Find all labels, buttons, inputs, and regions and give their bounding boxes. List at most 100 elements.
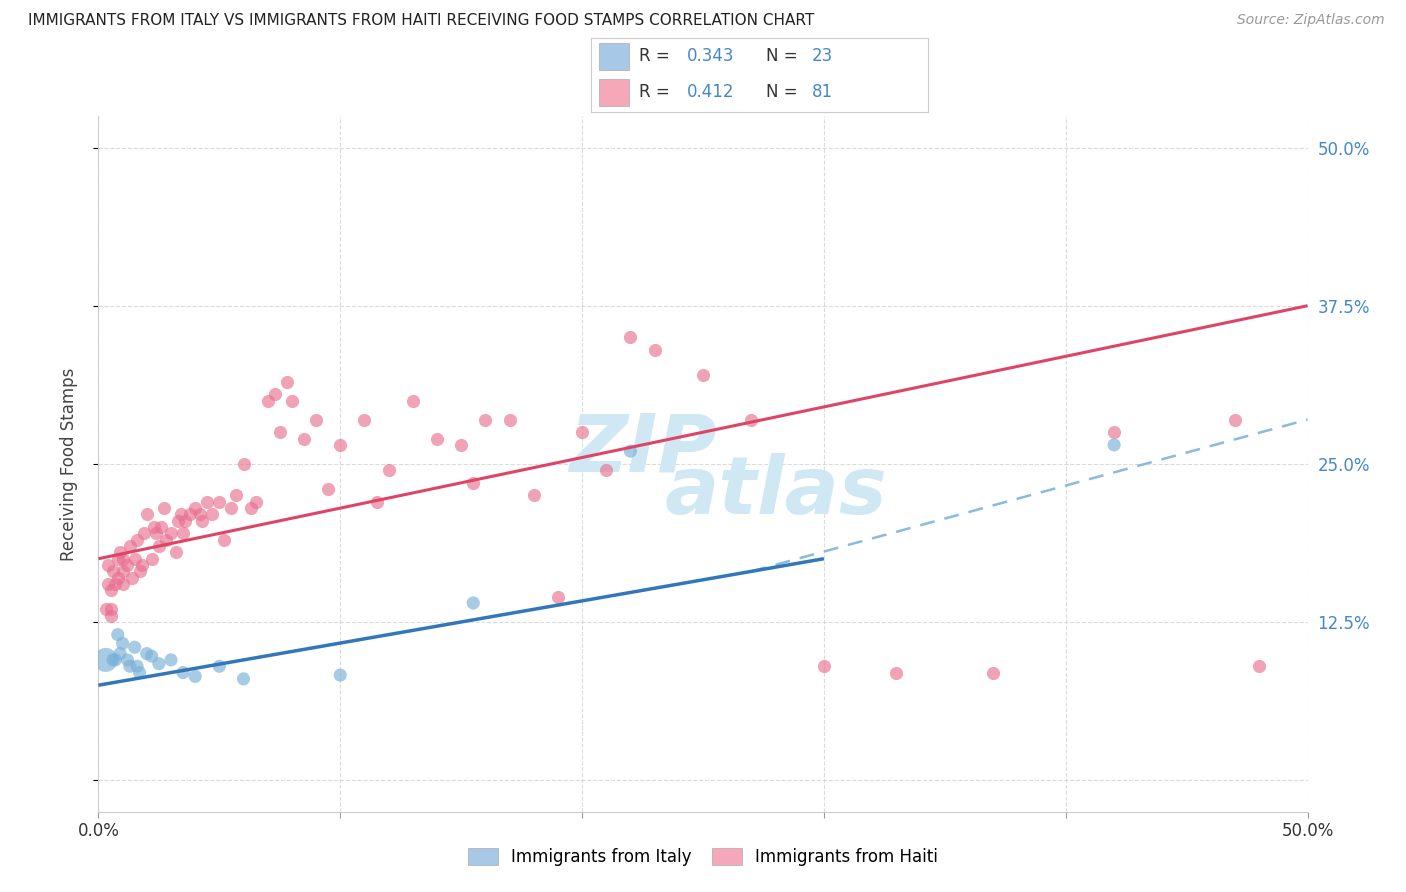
Point	[184, 669, 207, 683]
Point	[329, 438, 352, 452]
Point	[150, 520, 173, 534]
Point	[94, 653, 117, 667]
Point	[107, 627, 129, 641]
Point	[128, 565, 150, 579]
Point	[571, 425, 593, 440]
Point	[195, 495, 218, 509]
Point	[463, 475, 485, 490]
Point	[169, 508, 191, 522]
Point	[595, 463, 617, 477]
Point	[135, 508, 157, 522]
Point	[1249, 659, 1271, 673]
Point	[111, 636, 134, 650]
FancyBboxPatch shape	[599, 43, 630, 70]
Text: ZIP: ZIP	[569, 411, 716, 489]
Point	[152, 501, 174, 516]
Point	[256, 393, 278, 408]
Point	[498, 412, 520, 426]
FancyBboxPatch shape	[599, 79, 630, 106]
Point	[141, 649, 163, 664]
Point	[292, 432, 315, 446]
Point	[167, 514, 190, 528]
Point	[100, 583, 122, 598]
Point	[108, 545, 131, 559]
Point	[107, 551, 129, 566]
Point	[239, 501, 262, 516]
Point	[208, 659, 231, 673]
Text: N =: N =	[766, 47, 803, 65]
Text: 81: 81	[811, 84, 832, 102]
Point	[135, 647, 157, 661]
Text: R =: R =	[640, 47, 675, 65]
Point	[172, 526, 194, 541]
Point	[100, 602, 122, 616]
Point	[134, 526, 156, 541]
Point	[143, 520, 166, 534]
Point	[188, 508, 211, 522]
Point	[692, 368, 714, 383]
Point	[377, 463, 399, 477]
Point	[160, 653, 183, 667]
Point	[117, 653, 139, 667]
Text: 23: 23	[811, 47, 832, 65]
Point	[128, 665, 150, 680]
Point	[426, 432, 449, 446]
Text: 0.412: 0.412	[686, 84, 734, 102]
Text: atlas: atlas	[664, 452, 887, 531]
Point	[264, 387, 287, 401]
Point	[117, 558, 139, 572]
Point	[281, 393, 304, 408]
Point	[101, 565, 124, 579]
Point	[97, 577, 120, 591]
Point	[813, 659, 835, 673]
Point	[155, 533, 177, 547]
Point	[104, 577, 127, 591]
Point	[450, 438, 472, 452]
Point	[474, 412, 496, 426]
Point	[221, 501, 243, 516]
Point	[305, 412, 328, 426]
Point	[111, 551, 134, 566]
Point	[644, 343, 666, 357]
Point	[981, 665, 1004, 680]
Point	[245, 495, 267, 509]
Point	[141, 551, 163, 566]
Point	[111, 577, 134, 591]
Point	[208, 495, 231, 509]
Point	[145, 526, 167, 541]
Point	[269, 425, 291, 440]
Point	[1102, 438, 1125, 452]
Point	[148, 657, 170, 671]
Point	[232, 457, 254, 471]
Text: R =: R =	[640, 84, 675, 102]
Text: IMMIGRANTS FROM ITALY VS IMMIGRANTS FROM HAITI RECEIVING FOOD STAMPS CORRELATION: IMMIGRANTS FROM ITALY VS IMMIGRANTS FROM…	[28, 13, 814, 29]
Point	[97, 558, 120, 572]
Point	[127, 533, 149, 547]
Point	[1102, 425, 1125, 440]
Point	[94, 602, 117, 616]
Point	[108, 647, 131, 661]
Point	[121, 571, 143, 585]
Point	[160, 526, 183, 541]
Point	[619, 444, 641, 458]
Point	[107, 571, 129, 585]
Point	[179, 508, 201, 522]
Point	[111, 565, 134, 579]
Point	[232, 672, 254, 686]
Point	[201, 508, 224, 522]
Point	[148, 539, 170, 553]
Point	[316, 482, 339, 496]
Point	[184, 501, 207, 516]
Point	[523, 488, 546, 502]
Point	[740, 412, 762, 426]
Y-axis label: Receiving Food Stamps: Receiving Food Stamps	[59, 368, 77, 560]
Point	[1223, 412, 1246, 426]
Point	[165, 545, 187, 559]
Point	[276, 375, 298, 389]
Point	[463, 596, 485, 610]
Point	[619, 330, 641, 344]
Legend: Immigrants from Italy, Immigrants from Haiti: Immigrants from Italy, Immigrants from H…	[461, 841, 945, 873]
Text: N =: N =	[766, 84, 803, 102]
Point	[127, 659, 149, 673]
Point	[886, 665, 908, 680]
